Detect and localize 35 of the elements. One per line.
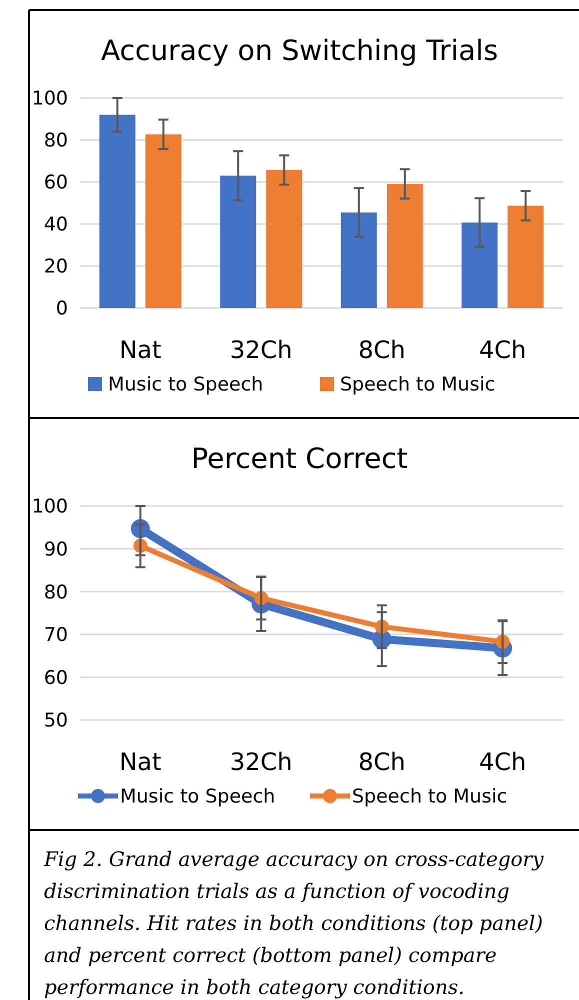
bar <box>508 206 544 308</box>
bar <box>266 170 302 308</box>
legend-label: Speech to Music <box>340 374 496 396</box>
bar <box>386 184 423 308</box>
y-tick-label: 70 <box>44 624 68 646</box>
x-tick-label: 32Ch <box>230 748 292 776</box>
bar <box>340 212 377 308</box>
x-tick-label: 4Ch <box>479 748 526 776</box>
bar <box>145 134 182 308</box>
legend-label: Music to Speech <box>120 786 276 808</box>
y-tick-label: 80 <box>44 130 68 152</box>
bar <box>462 222 498 308</box>
x-tick-label: 8Ch <box>358 748 406 776</box>
y-tick-label: 20 <box>44 256 68 278</box>
chart-title: Accuracy on Switching Trials <box>100 34 498 67</box>
x-tick-label: Nat <box>119 748 162 776</box>
y-tick-label: 100 <box>32 88 68 110</box>
y-tick-label: 100 <box>32 496 68 518</box>
y-tick-label: 80 <box>44 581 68 604</box>
y-tick-label: 50 <box>44 710 68 732</box>
y-tick-label: 90 <box>44 538 68 560</box>
bar <box>220 176 256 308</box>
y-tick-label: 40 <box>44 214 68 236</box>
x-tick-label: 4Ch <box>479 336 526 364</box>
caption: Fig 2. Grand average accuracy on cross-category discrimination trials as a function of vocoding channels. Hit rates in both conditions (top panel) and percent correct (bottom panel) compare performance in both category conditions. <box>43 847 544 999</box>
legend-label: Music to Speech <box>108 374 264 396</box>
legend-label: Speech to Music <box>352 786 508 808</box>
y-tick-label: 60 <box>44 172 68 194</box>
x-tick-label: 32Ch <box>230 336 292 364</box>
x-tick-label: Nat <box>119 336 162 364</box>
y-tick-label: 0 <box>56 298 68 320</box>
y-tick-label: 60 <box>44 666 68 689</box>
bar <box>99 114 136 308</box>
chart-title: Percent Correct <box>191 442 408 475</box>
x-tick-label: 8Ch <box>358 336 406 364</box>
